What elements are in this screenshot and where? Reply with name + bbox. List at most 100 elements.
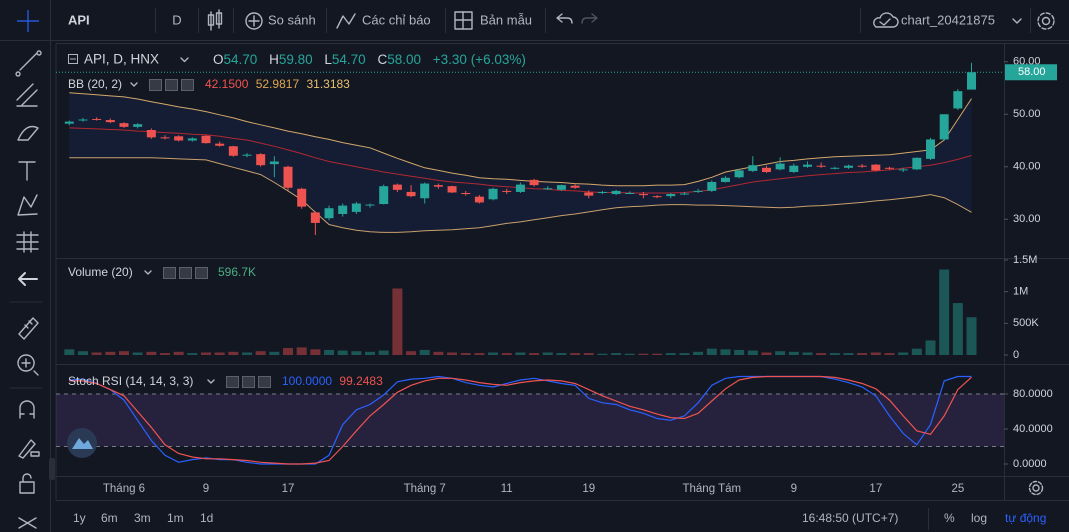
candle-body bbox=[78, 119, 88, 121]
candle-body bbox=[256, 154, 266, 166]
x-tick-label: 9 bbox=[791, 483, 797, 495]
prediction-tool[interactable] bbox=[16, 231, 39, 253]
volume-bar bbox=[201, 352, 211, 355]
main-pane bbox=[56, 62, 1004, 235]
candle-body bbox=[338, 205, 348, 214]
candle-body bbox=[693, 190, 703, 192]
trend-line-tool[interactable] bbox=[15, 50, 42, 77]
volume-bar bbox=[734, 349, 745, 355]
volume-bar bbox=[269, 351, 280, 355]
brush-tool[interactable] bbox=[17, 125, 39, 141]
save-icon[interactable] bbox=[873, 12, 899, 28]
percent-toggle[interactable]: % bbox=[944, 511, 955, 525]
measure-tool[interactable] bbox=[18, 317, 39, 340]
drawing-mode-tool[interactable] bbox=[18, 439, 40, 459]
candle-body bbox=[953, 91, 963, 109]
y-tick-label: 40.00 bbox=[1013, 161, 1041, 173]
volume-bar bbox=[228, 351, 239, 355]
range-button[interactable]: 6m bbox=[101, 511, 118, 525]
candle-body bbox=[830, 167, 840, 169]
redo-button[interactable] bbox=[581, 13, 598, 24]
chart-type-icon[interactable] bbox=[207, 9, 223, 31]
indicator-buttons[interactable] bbox=[149, 79, 194, 91]
compare-icon[interactable] bbox=[245, 12, 263, 30]
legend-menu-arrow[interactable] bbox=[207, 379, 215, 384]
volume-bar bbox=[788, 351, 799, 355]
y-tick-label: 0.0000 bbox=[1013, 458, 1047, 470]
volume-bar bbox=[624, 353, 635, 355]
candle-body bbox=[871, 164, 881, 171]
volume-bar bbox=[283, 348, 294, 355]
candle-body bbox=[515, 184, 525, 192]
axis-settings-button[interactable] bbox=[1028, 480, 1044, 496]
chart-menu-arrow[interactable] bbox=[1012, 18, 1022, 24]
templates-icon[interactable] bbox=[454, 11, 473, 30]
pattern-tool[interactable] bbox=[17, 194, 38, 216]
volume-bar bbox=[447, 352, 458, 355]
volume-bar bbox=[829, 353, 840, 355]
magnet-tool[interactable] bbox=[19, 400, 35, 419]
collapse-icon[interactable] bbox=[68, 54, 78, 64]
candle-body bbox=[529, 179, 539, 186]
hide-tools-button[interactable] bbox=[18, 272, 38, 286]
legend-value: 100.0000 bbox=[282, 374, 332, 388]
bb-legend: BB (20, 2) 42.1500 52.9817 31.3183 bbox=[68, 77, 350, 91]
candle-body bbox=[939, 114, 949, 140]
indicator-title: Stoch RSI (14, 14, 3, 3) bbox=[68, 374, 193, 388]
legend-menu-arrow[interactable] bbox=[144, 270, 152, 275]
indicator-buttons[interactable] bbox=[226, 376, 271, 388]
undo-button[interactable] bbox=[556, 13, 573, 24]
range-button[interactable]: 1m bbox=[167, 511, 184, 525]
chart-name[interactable]: chart_20421875 bbox=[901, 12, 995, 27]
collapse-handle[interactable] bbox=[49, 458, 55, 480]
candle-body bbox=[570, 185, 580, 188]
y-tick-label: 50.00 bbox=[1013, 108, 1041, 120]
last-price-tag bbox=[1005, 64, 1057, 81]
legend-menu-arrow[interactable] bbox=[130, 82, 138, 87]
log-toggle[interactable]: log bbox=[971, 511, 987, 525]
candle-body bbox=[297, 188, 307, 207]
text-tool[interactable] bbox=[18, 161, 36, 181]
clock: 16:48:50 (UTC+7) bbox=[802, 511, 898, 525]
volume-bar bbox=[952, 303, 963, 355]
legend-menu-arrow[interactable] bbox=[180, 57, 189, 63]
x-tick-label: 17 bbox=[869, 483, 882, 495]
stoch-line bbox=[69, 375, 972, 465]
range-button[interactable]: 1y bbox=[73, 511, 86, 525]
candle-body bbox=[761, 167, 771, 172]
remove-tool[interactable] bbox=[18, 517, 37, 529]
volume-bar bbox=[406, 351, 417, 355]
y-tick-label: 1M bbox=[1013, 286, 1028, 298]
settings-button[interactable] bbox=[1037, 12, 1055, 30]
symbol[interactable]: API bbox=[68, 12, 90, 27]
fib-tool[interactable] bbox=[16, 83, 38, 107]
candle-body bbox=[174, 136, 184, 141]
range-button[interactable]: 1d bbox=[200, 511, 213, 525]
candle-body bbox=[775, 163, 785, 170]
indicator-buttons[interactable] bbox=[163, 267, 208, 279]
range-button[interactable]: 3m bbox=[134, 511, 151, 525]
candle-body bbox=[392, 184, 402, 190]
compare-button[interactable]: So sánh bbox=[268, 12, 316, 27]
auto-toggle[interactable]: tự động bbox=[1005, 511, 1046, 525]
indicators-icon[interactable] bbox=[336, 13, 356, 29]
candle-body bbox=[543, 188, 553, 190]
volume-bar bbox=[242, 352, 253, 355]
ohlc-value: 58.00 bbox=[387, 52, 421, 67]
volume-bar bbox=[529, 353, 540, 355]
indicators-button[interactable]: Các chỉ báo bbox=[362, 12, 431, 27]
volume-bar bbox=[597, 353, 608, 355]
lock-tool[interactable] bbox=[19, 473, 35, 494]
volume-bar bbox=[816, 353, 827, 355]
candle-body bbox=[474, 196, 484, 203]
templates-button[interactable]: Bản mẫu bbox=[480, 12, 532, 27]
volume-bar bbox=[187, 353, 198, 355]
interval[interactable]: D bbox=[172, 12, 181, 27]
ohlc-value: 54.70 bbox=[224, 52, 258, 67]
candle-body bbox=[611, 190, 621, 195]
zoom-tool[interactable] bbox=[17, 354, 39, 376]
floating-button[interactable] bbox=[67, 428, 97, 458]
volume-bar bbox=[665, 353, 676, 355]
bb-line bbox=[69, 157, 972, 233]
